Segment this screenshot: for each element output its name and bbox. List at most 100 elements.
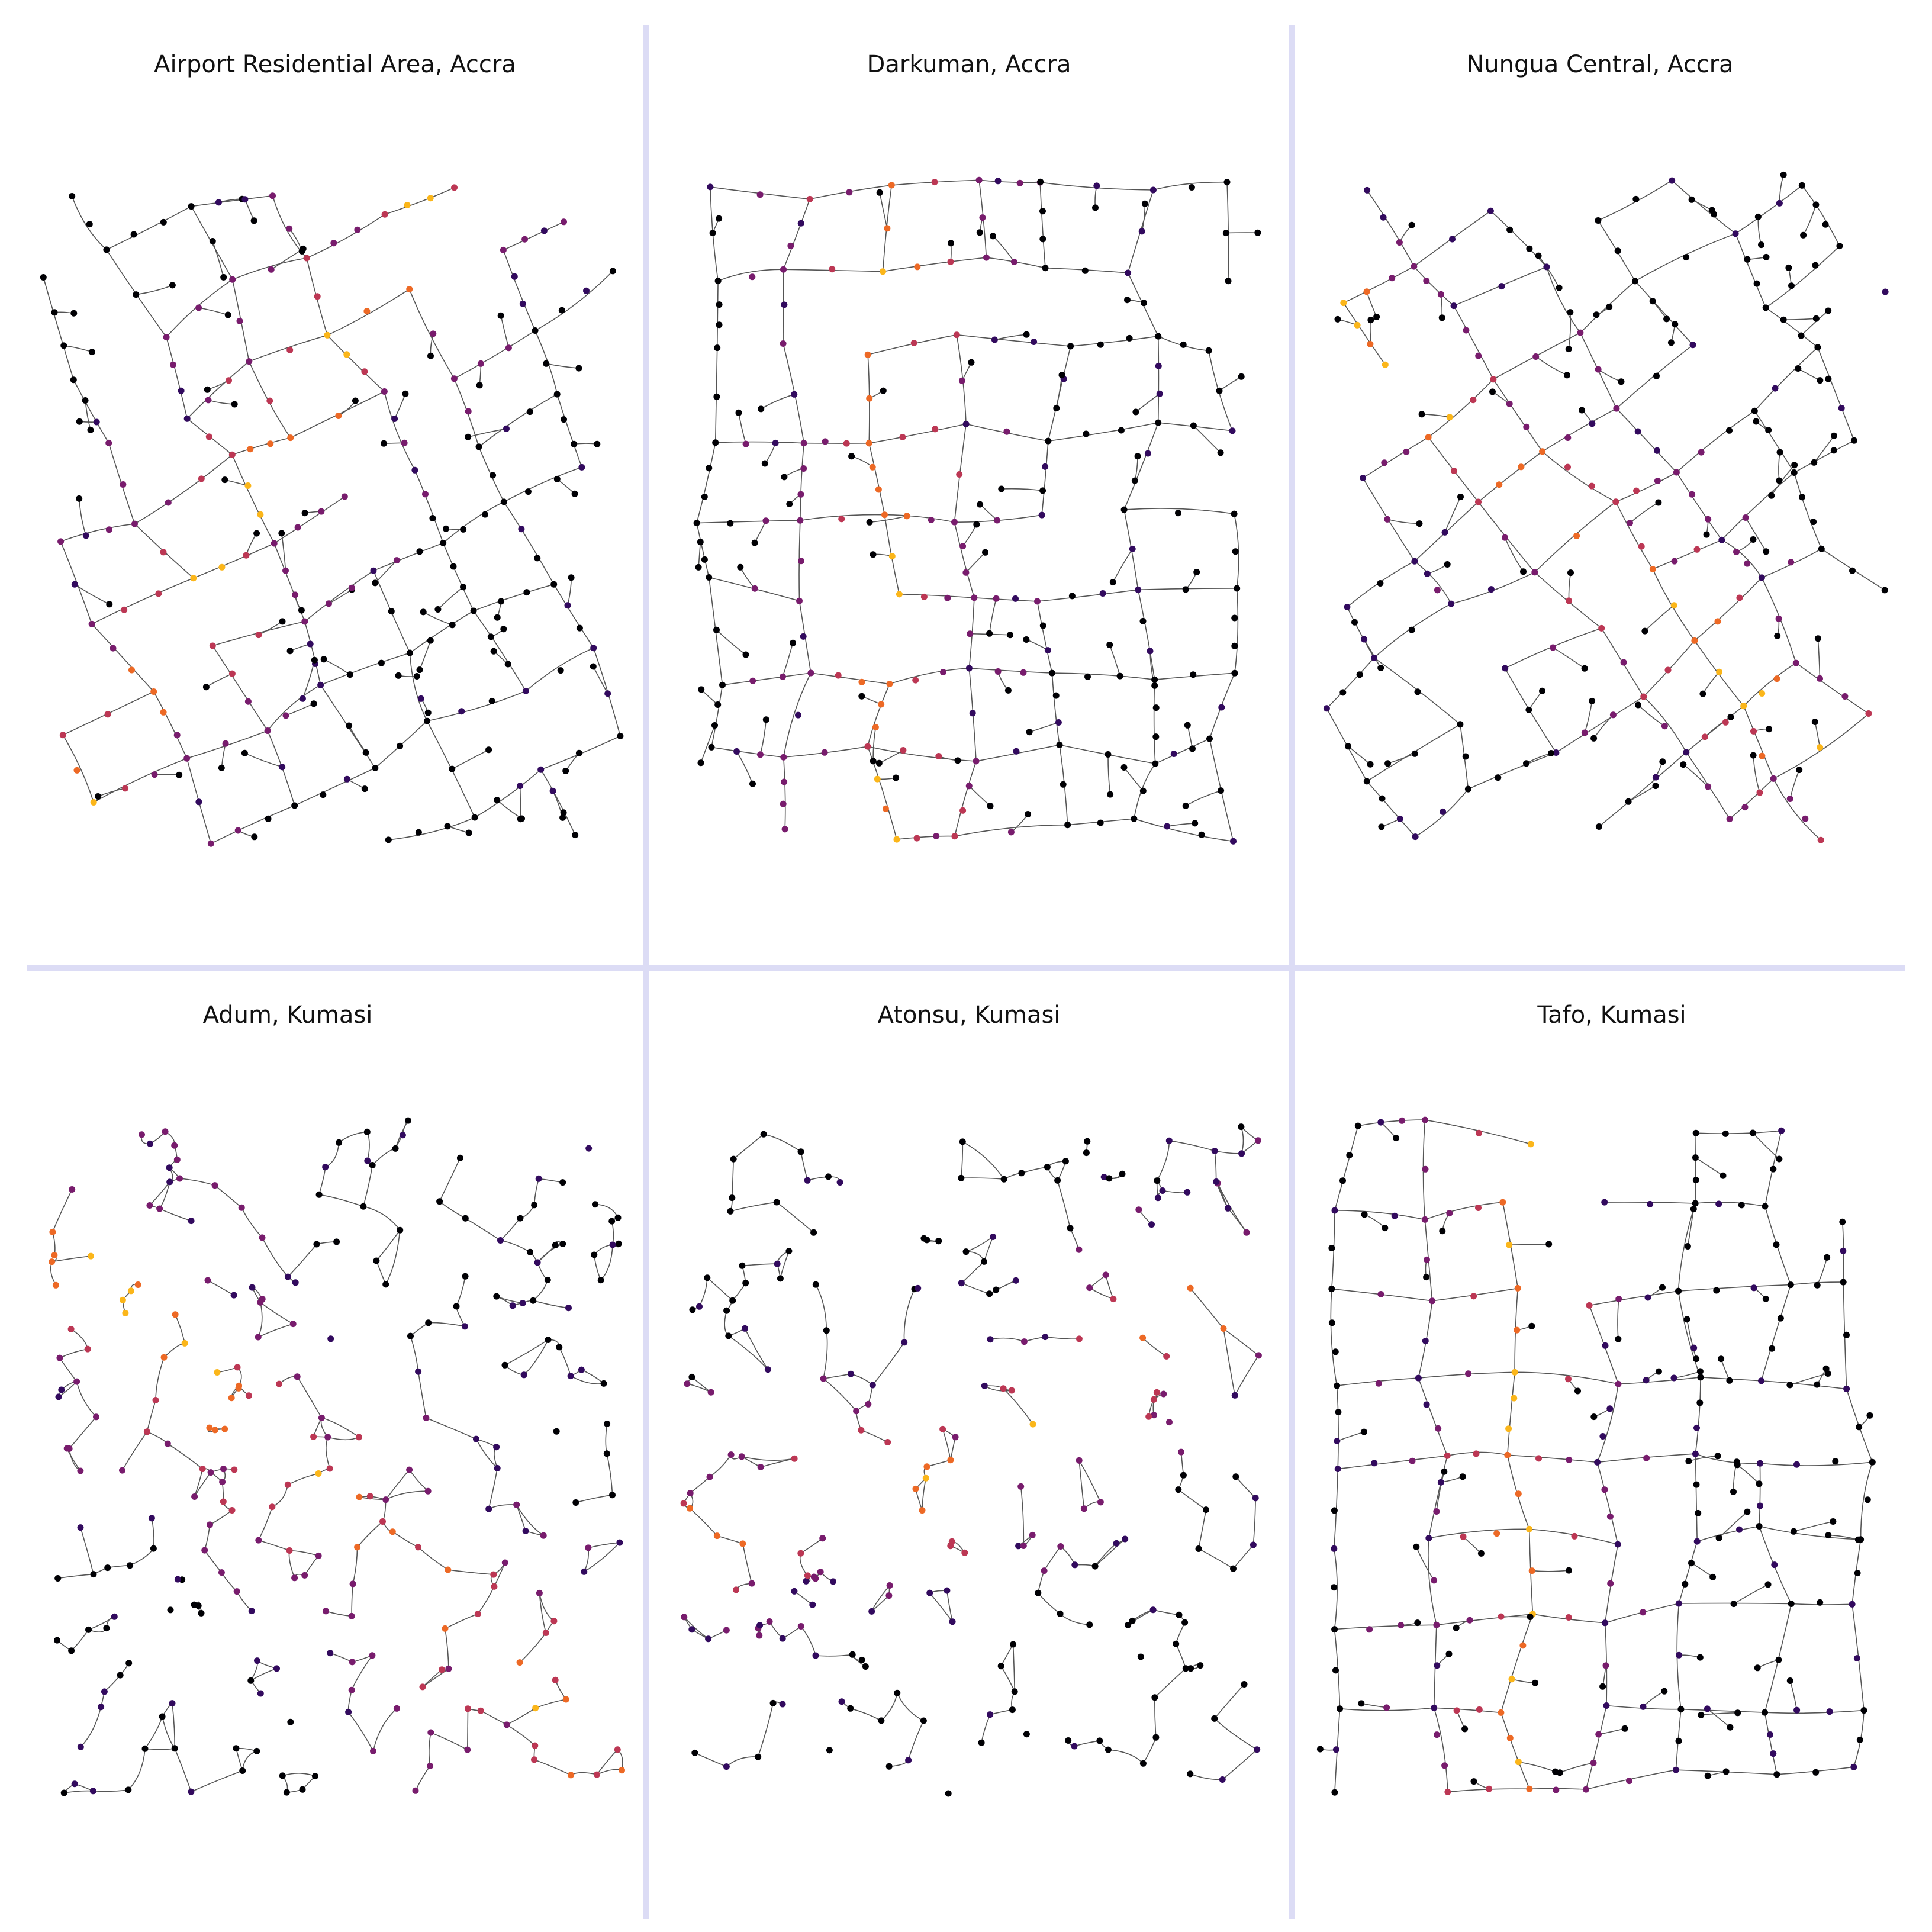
intersection-node — [797, 491, 804, 498]
intersection-node — [1579, 407, 1586, 414]
intersection-node — [935, 1238, 942, 1245]
intersection-node — [920, 593, 928, 600]
intersection-node — [553, 1428, 560, 1435]
street-segment — [1678, 1541, 1698, 1604]
intersection-node — [846, 189, 853, 196]
intersection-node — [1814, 1381, 1821, 1388]
street-segment — [1154, 1668, 1186, 1698]
street-segment — [93, 1789, 128, 1792]
intersection-node — [727, 1208, 734, 1215]
street-segment — [1500, 1712, 1530, 1789]
street-segment — [430, 1732, 468, 1750]
intersection-node — [1091, 1563, 1099, 1570]
street-segment — [262, 1237, 289, 1277]
intersection-node — [1399, 1117, 1406, 1124]
intersection-node — [1758, 242, 1764, 249]
intersection-node — [1076, 1335, 1083, 1342]
intersection-node — [1411, 263, 1418, 270]
vertical-divider-right — [1289, 25, 1295, 1919]
intersection-node — [790, 639, 796, 646]
street-segment — [1361, 1703, 1387, 1708]
intersection-node — [1441, 1762, 1448, 1769]
intersection-node — [1754, 213, 1762, 220]
intersection-node — [1222, 230, 1229, 237]
intersection-node — [1132, 408, 1139, 416]
intersection-node — [817, 1569, 824, 1576]
intersection-node — [1435, 1425, 1442, 1432]
intersection-node — [864, 351, 871, 358]
street-segment — [1765, 307, 1818, 348]
street-segment — [1153, 181, 1228, 191]
intersection-node — [1097, 341, 1104, 348]
intersection-node — [723, 1307, 730, 1314]
street-edges — [1326, 175, 1885, 841]
intersection-node — [1506, 226, 1514, 233]
intersection-node — [1567, 309, 1574, 316]
intersection-node — [1750, 752, 1757, 759]
intersection-node — [1599, 1683, 1606, 1690]
street-segment — [388, 817, 475, 841]
intersection-node — [711, 722, 718, 729]
intersection-node — [310, 700, 317, 707]
intersection-node — [1423, 278, 1430, 284]
intersection-node — [536, 1589, 543, 1596]
intersection-node — [1129, 1617, 1136, 1624]
intersection-node — [1759, 690, 1766, 697]
intersection-node — [962, 420, 970, 427]
intersection-node — [531, 1756, 537, 1763]
intersection-node — [265, 815, 272, 822]
intersection-node — [795, 711, 801, 719]
intersection-node — [762, 517, 769, 524]
intersection-node — [160, 218, 167, 226]
intersection-node — [1476, 1706, 1483, 1713]
intersection-node — [228, 451, 236, 458]
intersection-node — [226, 377, 232, 384]
street-segment — [516, 1504, 526, 1531]
intersection-node — [1331, 1207, 1338, 1214]
street-segment — [534, 1759, 571, 1776]
street-segment — [473, 610, 527, 691]
intersection-node — [1413, 1543, 1420, 1550]
intersection-node — [379, 1518, 386, 1525]
intersection-node — [550, 581, 558, 588]
intersection-node — [1332, 1746, 1339, 1753]
street-segment — [447, 826, 469, 833]
intersection-node — [1039, 487, 1046, 494]
intersection-node — [1164, 823, 1171, 830]
street-segment — [236, 1591, 252, 1612]
intersection-node — [958, 1174, 965, 1181]
street-segment — [1764, 1709, 1865, 1714]
intersection-node — [1373, 314, 1380, 320]
intersection-node — [354, 226, 361, 233]
intersection-node — [847, 1705, 854, 1712]
intersection-node — [797, 1148, 804, 1155]
intersection-node — [1849, 567, 1856, 574]
intersection-node — [858, 1427, 865, 1434]
intersection-node — [69, 1186, 76, 1193]
intersection-node — [424, 709, 432, 716]
intersection-node — [195, 1602, 202, 1609]
intersection-node — [1498, 283, 1505, 290]
intersection-node — [825, 1173, 832, 1180]
intersection-node — [509, 1302, 516, 1309]
intersection-node — [497, 1237, 504, 1244]
street-segment — [1444, 497, 1461, 533]
street-segment — [988, 598, 997, 634]
intersection-node — [242, 196, 249, 203]
intersection-node — [1086, 1621, 1093, 1628]
intersection-node — [987, 803, 994, 810]
intersection-node — [1054, 1177, 1061, 1184]
intersection-node — [399, 1132, 406, 1139]
intersection-node — [1424, 1256, 1430, 1263]
intersection-node — [1231, 1392, 1238, 1399]
panel-title: Tafo, Kumasi — [1537, 1002, 1686, 1029]
intersection-node — [562, 1696, 569, 1703]
street-segment — [1000, 1644, 1014, 1667]
street-segment — [107, 1564, 130, 1569]
street-segment — [289, 1550, 319, 1557]
intersection-node — [1499, 1199, 1506, 1206]
intersection-node — [1590, 1759, 1597, 1766]
intersection-node — [948, 240, 954, 247]
street-segment — [1433, 1708, 1448, 1792]
street-segment — [488, 1504, 517, 1509]
